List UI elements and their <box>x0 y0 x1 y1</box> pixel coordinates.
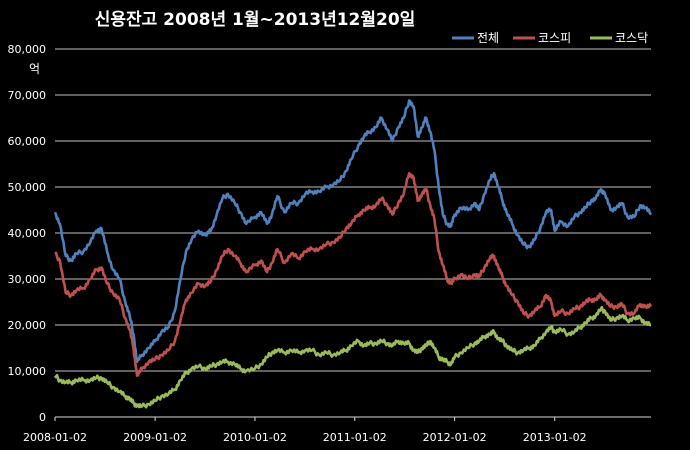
x-axis-ticks: 2008-01-02 2009-01-02 2010-01-02 2011-01-02… <box>23 417 587 444</box>
y-tick-label: 80,000 <box>8 43 47 56</box>
y-tick-label: 60,000 <box>8 135 47 148</box>
legend-label: 코스닥 <box>615 31 648 45</box>
y-tick-label: 20,000 <box>8 319 47 332</box>
y-tick-label: 30,000 <box>8 273 47 286</box>
y-tick-label: 0 <box>39 411 46 424</box>
y-axis-unit-label: 억 <box>29 62 40 76</box>
legend-label: 전체 <box>477 31 499 45</box>
x-tick-label: 2010-01-02 <box>223 431 287 444</box>
y-tick-label: 40,000 <box>8 227 47 240</box>
x-tick-label: 2008-01-02 <box>23 431 87 444</box>
x-tick-label: 2013-01-02 <box>523 431 587 444</box>
x-tick-label: 2012-01-02 <box>423 431 487 444</box>
x-tick-label: 2011-01-02 <box>323 431 387 444</box>
gridlines <box>55 48 651 372</box>
chart-title: 신용잔고 2008년 1월~2013년12월20일 <box>95 10 416 30</box>
series-lines <box>53 99 653 409</box>
series-line-0 <box>53 99 653 364</box>
legend-label: 코스피 <box>538 31 571 45</box>
y-tick-label: 50,000 <box>8 181 47 194</box>
y-tick-label: 70,000 <box>8 89 47 102</box>
y-tick-label: 10,000 <box>8 365 47 378</box>
y-axis-ticks: 0 10,000 20,000 30,000 40,000 50,000 60,000 70,… <box>8 43 47 424</box>
series-line-1 <box>54 171 653 377</box>
legend: 전체 코스피 코스닥 <box>452 31 648 45</box>
x-tick-label: 2009-01-02 <box>123 431 187 444</box>
series-line-2 <box>53 305 652 409</box>
